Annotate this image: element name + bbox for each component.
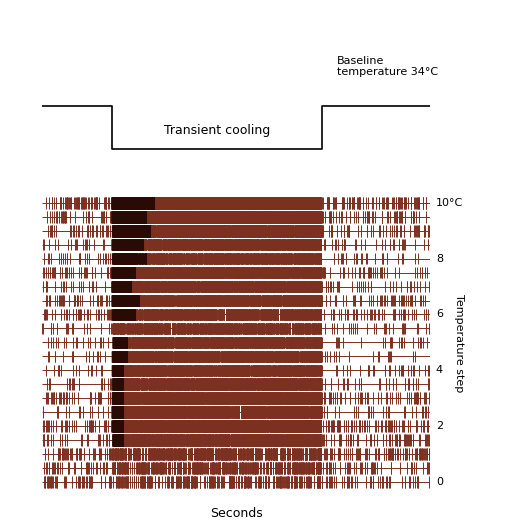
Text: 4: 4 [436,365,443,376]
Text: Transient cooling: Transient cooling [164,124,270,137]
Text: Seconds: Seconds [210,508,263,520]
Text: 6: 6 [436,310,443,320]
Text: 0: 0 [436,477,443,487]
Text: Temperature step: Temperature step [455,294,464,392]
Text: 10°C: 10°C [436,198,463,207]
Text: 8: 8 [436,254,443,263]
Text: Baseline
temperature 34°C: Baseline temperature 34°C [337,56,438,78]
Text: 2: 2 [436,421,443,431]
